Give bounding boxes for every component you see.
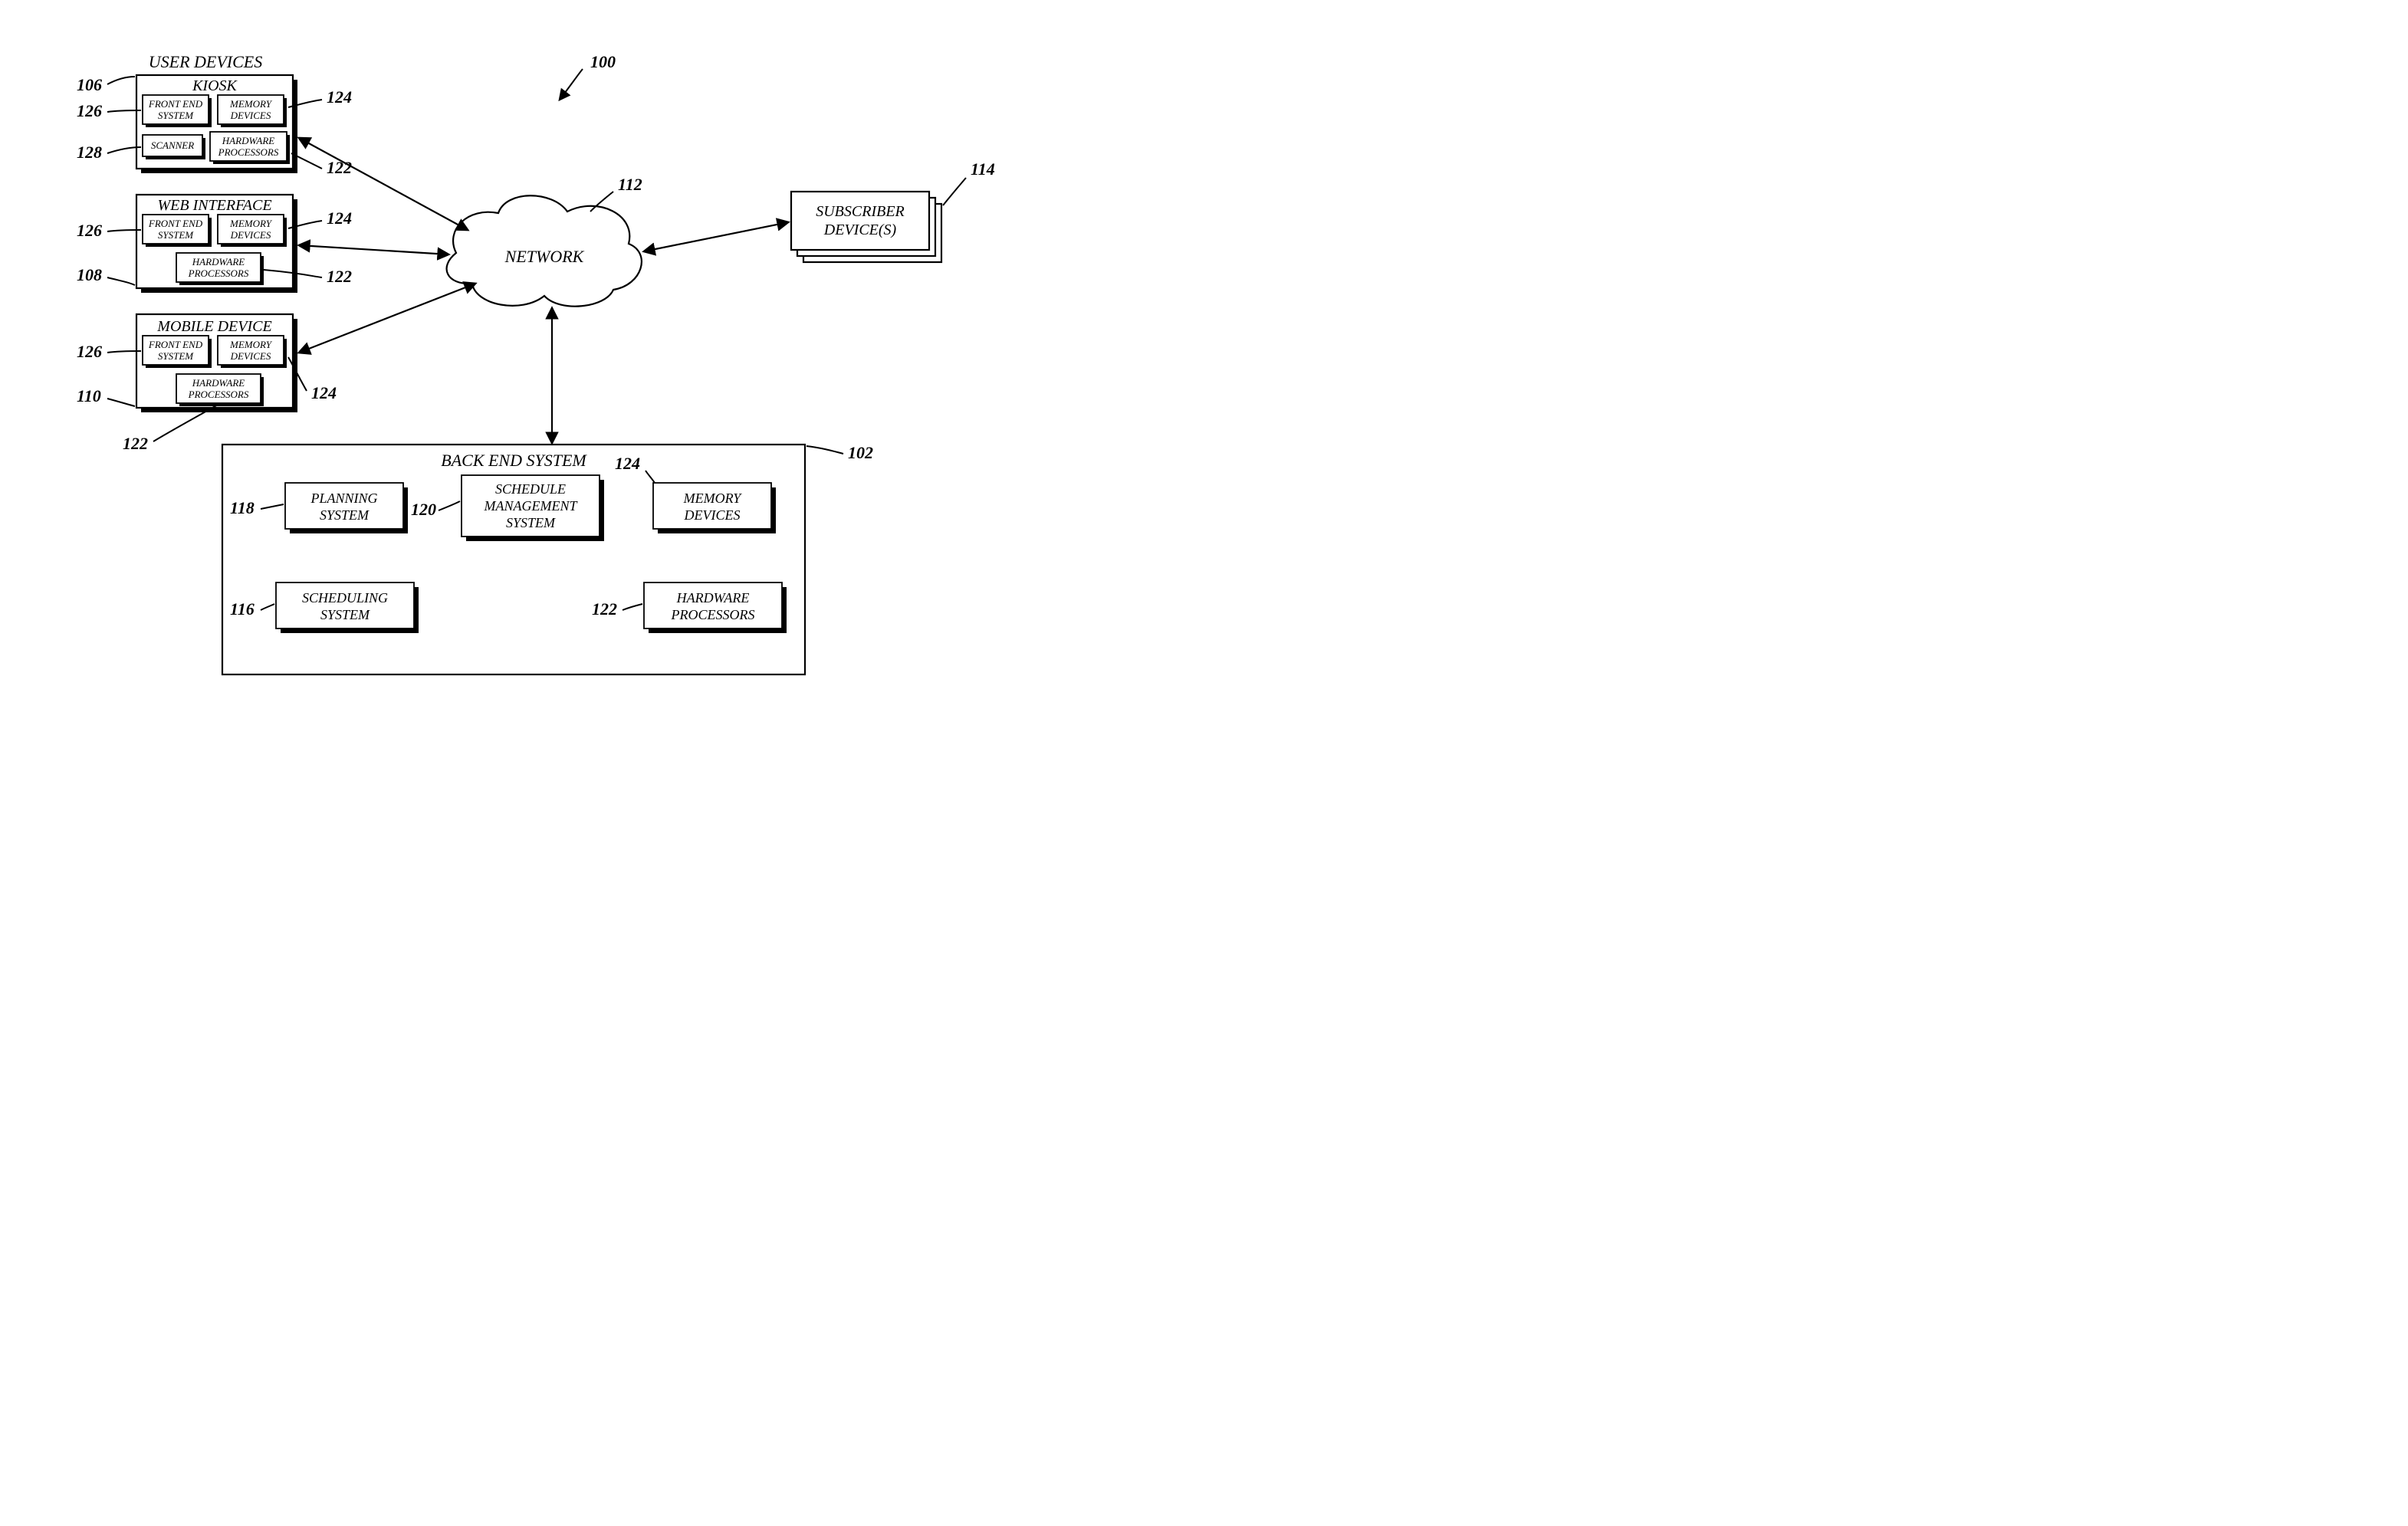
svg-text:HARDWARE: HARDWARE	[222, 135, 274, 146]
ref-mobile-126: 126	[77, 342, 102, 361]
svg-text:SYSTEM: SYSTEM	[158, 350, 194, 362]
backend-panel: BACK END SYSTEM PLANNING SYSTEM SCHEDULE…	[222, 445, 805, 674]
kiosk-panel: KIOSK FRONT END SYSTEM MEMORY DEVICES SC…	[136, 75, 297, 173]
svg-text:MANAGEMENT: MANAGEMENT	[484, 498, 579, 514]
leader-backend-122	[623, 604, 642, 610]
kiosk-memory: MEMORY DEVICES	[218, 95, 287, 127]
ref-118: 118	[230, 498, 255, 517]
svg-text:SYSTEM: SYSTEM	[320, 507, 370, 523]
ref-backend-124: 124	[615, 454, 640, 473]
conn-mobile-network	[299, 284, 475, 353]
svg-text:HARDWARE: HARDWARE	[192, 256, 245, 267]
svg-text:PROCESSORS: PROCESSORS	[218, 146, 279, 158]
leader-102	[806, 446, 843, 454]
svg-text:FRONT END: FRONT END	[148, 339, 203, 350]
ref-120: 120	[411, 500, 436, 519]
svg-text:MEMORY: MEMORY	[229, 218, 273, 229]
backend-scheduling: SCHEDULING SYSTEM	[276, 583, 419, 633]
svg-text:FRONT END: FRONT END	[148, 98, 203, 110]
ref-backend-122: 122	[592, 599, 617, 619]
ref-mobile-122: 122	[123, 434, 148, 453]
leader-118	[261, 504, 284, 509]
leader-116	[261, 604, 274, 610]
svg-text:PROCESSORS: PROCESSORS	[188, 267, 249, 279]
leader-100	[560, 69, 583, 100]
leader-110	[107, 399, 135, 406]
ref-web-122: 122	[327, 267, 352, 286]
svg-text:HARDWARE: HARDWARE	[676, 590, 750, 605]
leader-120	[439, 501, 460, 510]
network-label: NETWORK	[504, 247, 585, 266]
svg-text:HARDWARE: HARDWARE	[192, 377, 245, 389]
ref-kiosk-122: 122	[327, 158, 352, 177]
ref-kiosk-124: 124	[327, 87, 352, 107]
mobile-panel: MOBILE DEVICE FRONT END SYSTEM MEMORY DE…	[136, 314, 297, 412]
ref-116: 116	[230, 599, 255, 619]
svg-text:SYSTEM: SYSTEM	[320, 607, 370, 622]
mobile-hw: HARDWARE PROCESSORS	[176, 374, 264, 406]
svg-text:MEMORY: MEMORY	[229, 339, 273, 350]
svg-text:DEVICES: DEVICES	[230, 229, 271, 241]
svg-text:SCHEDULING: SCHEDULING	[302, 590, 388, 605]
ref-128: 128	[77, 143, 102, 162]
svg-text:MEMORY: MEMORY	[683, 491, 743, 506]
web-panel: WEB INTERFACE FRONT END SYSTEM MEMORY DE…	[136, 195, 297, 293]
web-title: WEB INTERFACE	[157, 197, 271, 214]
kiosk-hw: HARDWARE PROCESSORS	[210, 132, 290, 164]
web-memory: MEMORY DEVICES	[218, 215, 287, 247]
ref-106: 106	[77, 75, 102, 94]
backend-title: BACK END SYSTEM	[441, 451, 587, 470]
backend-planning: PLANNING SYSTEM	[285, 483, 408, 533]
network-cloud: NETWORK	[447, 195, 642, 306]
ref-110: 110	[77, 386, 101, 405]
kiosk-front-end: FRONT END SYSTEM	[143, 95, 212, 127]
mobile-title: MOBILE DEVICE	[156, 318, 271, 335]
kiosk-scanner: SCANNER	[143, 135, 205, 159]
backend-hw: HARDWARE PROCESSORS	[644, 583, 787, 633]
ref-114: 114	[971, 159, 995, 179]
svg-text:SCHEDULE: SCHEDULE	[495, 481, 566, 497]
leader-backend-124	[646, 471, 655, 483]
ref-web-126: 126	[77, 221, 102, 240]
web-hw: HARDWARE PROCESSORS	[176, 253, 264, 285]
ref-108: 108	[77, 265, 102, 284]
web-front-end: FRONT END SYSTEM	[143, 215, 212, 247]
svg-text:FRONT END: FRONT END	[148, 218, 203, 229]
kiosk-title: KIOSK	[192, 77, 238, 94]
ref-100: 100	[590, 52, 616, 71]
leader-114	[943, 178, 966, 205]
mobile-memory: MEMORY DEVICES	[218, 336, 287, 368]
svg-text:SYSTEM: SYSTEM	[506, 515, 556, 530]
ref-web-124: 124	[327, 208, 352, 228]
svg-text:DEVICES: DEVICES	[684, 507, 741, 523]
ref-102: 102	[848, 443, 873, 462]
svg-text:MEMORY: MEMORY	[229, 98, 273, 110]
ref-112: 112	[618, 175, 642, 194]
svg-text:SYSTEM: SYSTEM	[158, 110, 194, 121]
ref-kiosk-126: 126	[77, 101, 102, 120]
ref-mobile-124: 124	[311, 383, 337, 402]
svg-text:SCANNER: SCANNER	[151, 139, 194, 151]
conn-web-network	[299, 245, 448, 254]
backend-memory: MEMORY DEVICES	[653, 483, 776, 533]
conn-kiosk-network	[299, 138, 468, 230]
svg-text:SYSTEM: SYSTEM	[158, 229, 194, 241]
leader-106	[107, 77, 135, 84]
svg-text:SUBSCRIBER: SUBSCRIBER	[816, 203, 905, 220]
subscriber-devices: SUBSCRIBER DEVICE(S)	[791, 192, 941, 262]
backend-sched-mgmt: SCHEDULE MANAGEMENT SYSTEM	[462, 475, 604, 541]
svg-text:DEVICE(S): DEVICE(S)	[823, 222, 897, 238]
leader-108	[107, 277, 135, 285]
user-devices-heading: USER DEVICES	[149, 52, 262, 71]
svg-text:PROCESSORS: PROCESSORS	[671, 607, 755, 622]
svg-text:DEVICES: DEVICES	[230, 350, 271, 362]
mobile-front-end: FRONT END SYSTEM	[143, 336, 212, 368]
conn-network-subscriber	[644, 222, 788, 251]
svg-text:PROCESSORS: PROCESSORS	[188, 389, 249, 400]
svg-text:PLANNING: PLANNING	[310, 491, 377, 506]
svg-text:DEVICES: DEVICES	[230, 110, 271, 121]
